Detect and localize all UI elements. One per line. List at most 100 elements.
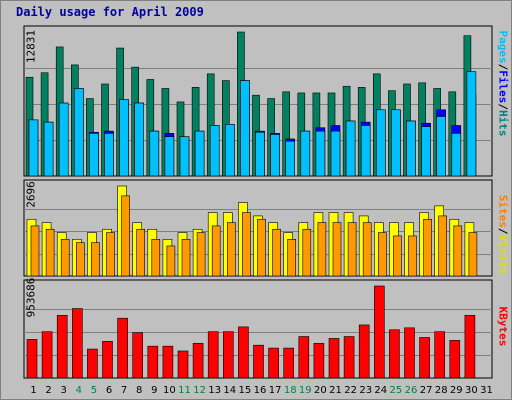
bar-pages-day-19 [300,130,311,177]
bar-pages-day-24 [375,109,386,177]
chart-title: Daily usage for April 2009 [16,5,204,19]
bar-sites-day-2 [45,228,55,277]
bar-sites-day-5 [91,242,100,277]
bar-pages-day-17 [270,134,280,177]
bar-pages-day-3 [58,102,69,177]
bar-pages-day-1 [28,119,39,177]
bar-pages-day-18 [285,140,296,177]
x-tick-label-21: 21 [329,385,342,396]
panel-1 [23,25,493,177]
bar-pages-day-10 [164,136,175,177]
bar-sites-day-17 [272,228,281,277]
bar-pages-day-23 [360,125,371,177]
bar-sites-day-18 [287,238,297,277]
bar-kbytes-day-13 [207,331,219,379]
bar-sites-day-25 [393,235,402,277]
x-tick-label-10: 10 [163,385,176,396]
bar-kbytes-day-14 [223,331,234,379]
bar-pages-day-4 [74,88,84,177]
bar-sites-day-6 [106,232,115,277]
side-label-kbytes: KBytes [496,306,510,347]
side-label-sites: Sites [496,194,510,228]
bar-kbytes-day-25 [389,329,400,379]
bar-kbytes-day-16 [253,344,264,379]
bar-pages-day-25 [391,109,401,177]
bar-pages-day-7 [119,99,129,177]
bar-kbytes-day-6 [102,341,113,379]
bar-sites-day-1 [30,225,40,277]
bar-pages-day-22 [345,120,356,177]
bar-pages-day-16 [255,131,265,177]
bar-sites-day-15 [242,212,251,277]
bar-sites-day-14 [227,222,236,277]
bar-sites-day-4 [76,242,85,277]
x-tick-label-9: 9 [151,385,157,396]
bar-kbytes-day-22 [343,336,355,379]
x-tick-label-6: 6 [106,385,112,396]
bar-kbytes-day-20 [313,342,325,379]
x-tick-label-27: 27 [420,385,433,396]
x-tick-label-16: 16 [254,385,267,396]
x-tick-label-3: 3 [61,385,67,396]
bar-kbytes-day-12 [192,342,204,379]
x-tick-label-26: 26 [405,385,418,396]
bar-sites-day-27 [423,218,432,277]
x-tick-label-24: 24 [374,385,387,396]
side-label-sep: / [496,227,510,235]
bar-pages-day-2 [43,121,54,177]
panel-1-ymax-label: 12831 [24,29,38,64]
bar-pages-day-13 [209,125,220,177]
x-tick-label-29: 29 [450,385,463,396]
bar-pages-day-27 [421,126,431,177]
bar-pages-day-21 [330,130,341,177]
bar-kbytes-day-4 [72,308,83,379]
panel-2-ymax-label: 2696 [24,181,38,208]
bar-pages-day-29 [451,133,462,177]
bar-kbytes-day-24 [373,285,385,379]
bar-kbytes-day-28 [434,331,446,379]
bar-pages-day-26 [406,120,416,177]
bar-sites-day-12 [196,232,206,277]
side-label-hits: Hits [496,110,510,137]
bar-kbytes-day-19 [298,336,310,379]
side-label-sep: / [496,103,510,110]
panel-3-ymax-label: 953686 [24,277,38,318]
bar-pages-day-5 [89,133,99,177]
x-tick-label-28: 28 [435,385,448,396]
bar-kbytes-day-18 [283,347,295,379]
bar-sites-day-9 [151,238,161,277]
bar-kbytes-day-17 [268,347,279,379]
x-tick-label-22: 22 [344,385,357,396]
x-tick-label-31: 31 [480,385,493,396]
bar-sites-day-23 [362,222,372,277]
bar-kbytes-day-29 [449,340,461,379]
side-label-pages: Pages [496,30,510,64]
bar-kbytes-day-2 [41,331,53,379]
bar-kbytes-day-10 [162,345,174,379]
panel-2-side-label: Sites/Visits [497,195,510,275]
x-tick-label-25: 25 [390,385,403,396]
side-label-visits: Visits [496,234,510,275]
x-tick-label-5: 5 [91,385,97,396]
bar-pages-day-9 [149,130,160,177]
bar-sites-day-19 [302,228,312,277]
x-tick-label-17: 17 [269,385,282,396]
x-tick-label-4: 4 [76,385,82,396]
x-tick-label-20: 20 [314,385,327,396]
bar-sites-day-24 [377,232,387,277]
bar-sites-day-10 [166,245,176,277]
bar-sites-day-7 [121,195,130,277]
bar-sites-day-16 [257,218,266,277]
bar-sites-day-21 [332,222,342,277]
x-tick-label-15: 15 [239,385,252,396]
panel-3 [23,279,493,379]
bar-kbytes-day-5 [87,348,98,379]
x-tick-label-14: 14 [223,385,236,396]
bar-sites-day-3 [60,238,70,277]
bar-kbytes-day-11 [177,350,189,379]
bar-kbytes-day-7 [117,317,128,379]
x-tick-label-12: 12 [193,385,206,396]
bar-sites-day-26 [408,235,417,277]
bar-kbytes-day-21 [328,338,340,379]
bar-pages-day-15 [240,80,250,177]
